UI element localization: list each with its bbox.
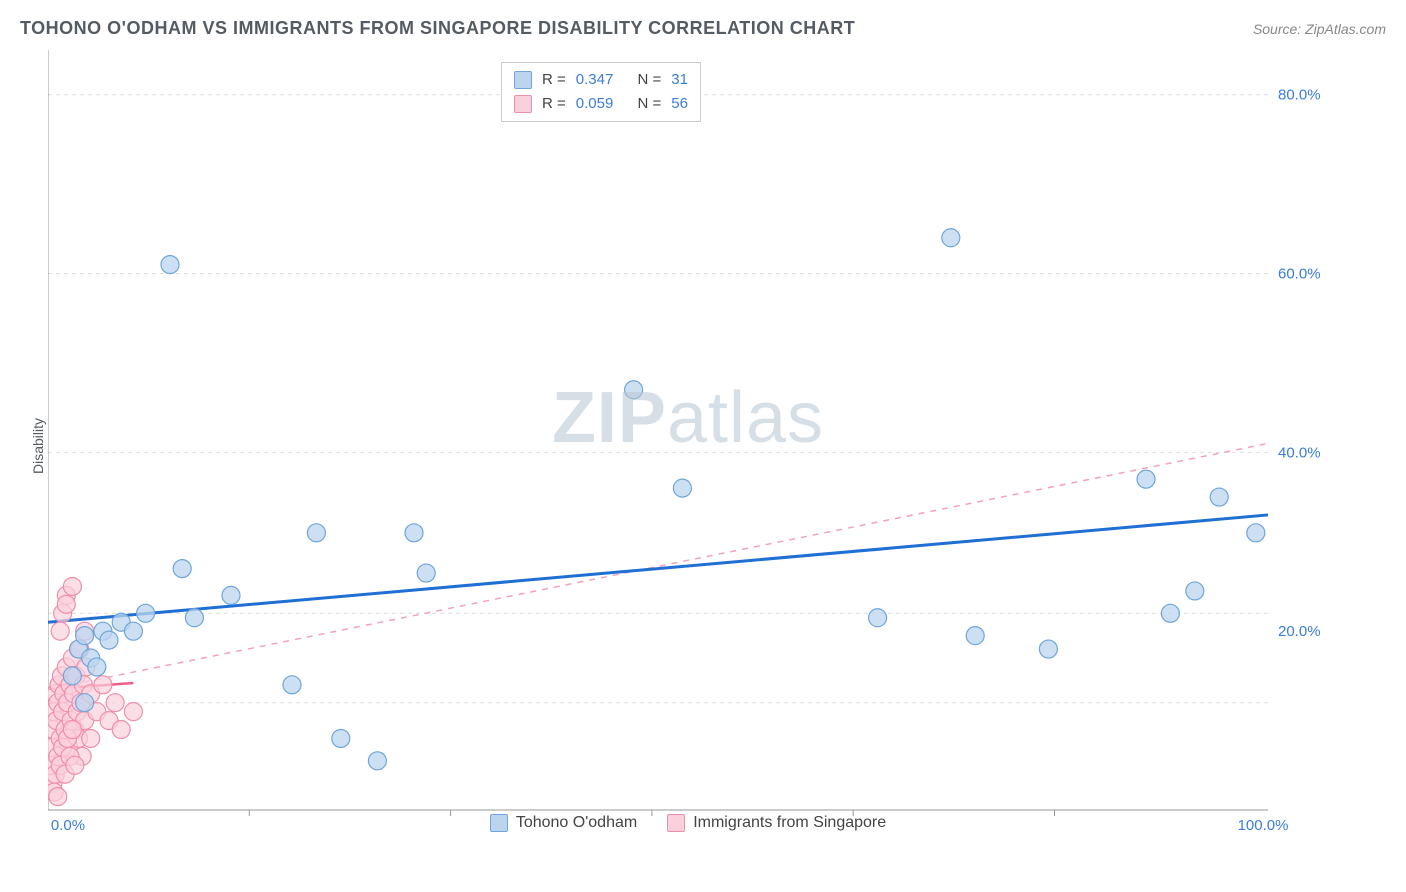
source-label: Source: ZipAtlas.com	[1253, 21, 1386, 37]
n-label: N =	[637, 68, 661, 92]
svg-text:40.0%: 40.0%	[1278, 444, 1321, 461]
swatch-blue-icon	[490, 814, 508, 832]
header-bar: TOHONO O'ODHAM VS IMMIGRANTS FROM SINGAP…	[20, 18, 1386, 39]
legend-row-1: R = 0.347 N = 31	[514, 68, 688, 92]
legend-series: Tohono O'odham Immigrants from Singapore	[48, 814, 1328, 832]
svg-text:20.0%: 20.0%	[1278, 623, 1321, 640]
legend-row-2: R = 0.059 N = 56	[514, 92, 688, 116]
r-label: R =	[542, 92, 566, 116]
r-value: 0.347	[576, 68, 614, 92]
legend-item-1: Tohono O'odham	[490, 814, 637, 832]
svg-text:60.0%: 60.0%	[1278, 266, 1321, 283]
chart-area: 20.0%40.0%60.0%80.0%0.0%100.0% ZIPatlas …	[48, 50, 1328, 832]
chart-title: TOHONO O'ODHAM VS IMMIGRANTS FROM SINGAP…	[20, 18, 855, 39]
legend-stats: R = 0.347 N = 31 R = 0.059 N = 56	[501, 62, 701, 122]
series-label: Tohono O'odham	[516, 814, 637, 832]
n-value: 56	[671, 92, 688, 116]
series-label: Immigrants from Singapore	[693, 814, 886, 832]
r-value: 0.059	[576, 92, 614, 116]
n-label: N =	[637, 92, 661, 116]
legend-item-2: Immigrants from Singapore	[667, 814, 886, 832]
n-value: 31	[671, 68, 688, 92]
scatter-chart: 20.0%40.0%60.0%80.0%0.0%100.0%	[48, 50, 1328, 832]
y-axis-label: Disability	[30, 418, 46, 474]
swatch-pink-icon	[514, 95, 532, 113]
swatch-pink-icon	[667, 814, 685, 832]
svg-text:80.0%: 80.0%	[1278, 87, 1321, 104]
r-label: R =	[542, 68, 566, 92]
swatch-blue-icon	[514, 71, 532, 89]
